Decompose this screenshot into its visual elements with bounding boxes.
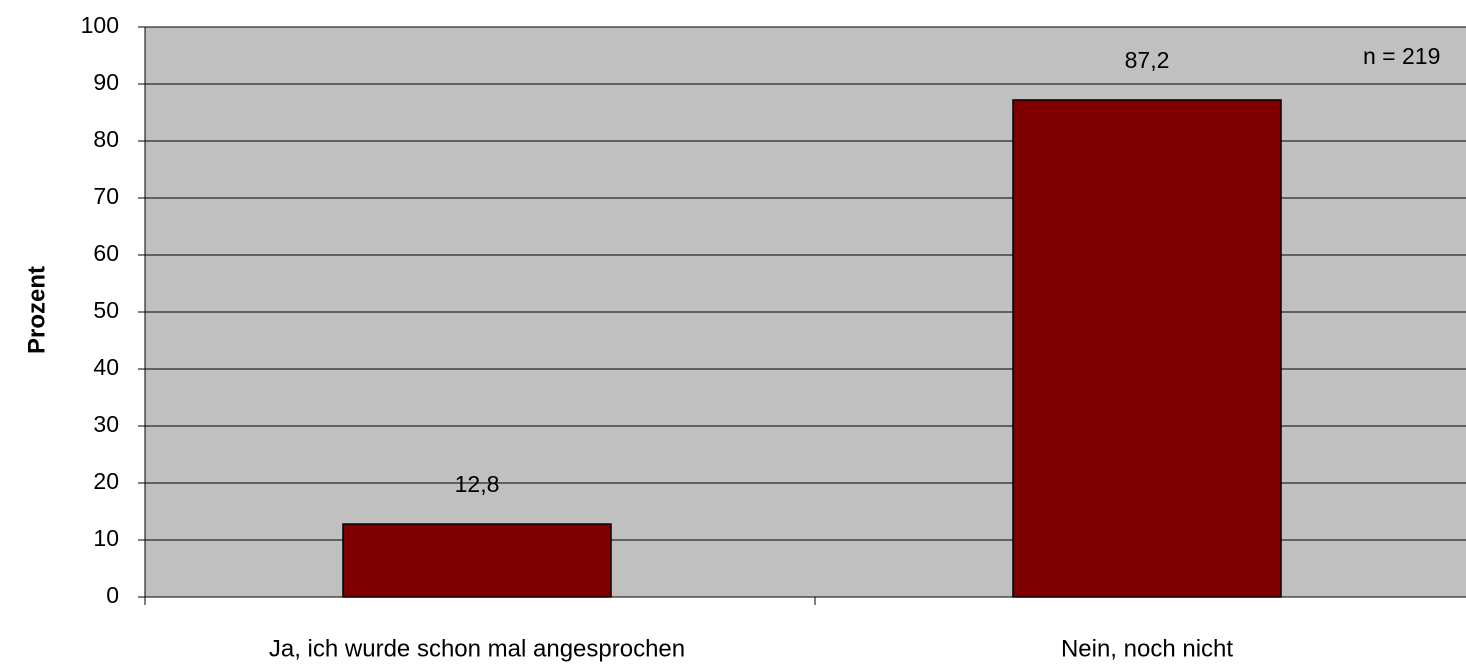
y-tick-label: 80 [93,126,119,152]
y-tick-label: 50 [93,297,119,323]
y-tick-label: 70 [93,183,119,209]
y-tick-label: 10 [93,525,119,551]
data-label: 12,8 [455,471,500,497]
y-tick-label: 40 [93,354,119,380]
y-tick-label: 100 [81,12,119,38]
bar [342,523,612,598]
y-tick-label: 90 [93,69,119,95]
y-tick-label: 60 [93,240,119,266]
annotation: n = 219 [1363,43,1440,69]
data-label: 87,2 [1125,47,1170,73]
y-tick-label: 0 [106,582,119,608]
y-tick-label: 30 [93,411,119,437]
x-tick-label: Ja, ich wurde schon mal angesprochen [269,635,685,662]
y-axis-label: Prozent [23,266,50,354]
y-tick-label: 20 [93,468,119,494]
bar [1012,99,1282,598]
x-tick-label: Nein, noch nicht [1061,635,1233,662]
